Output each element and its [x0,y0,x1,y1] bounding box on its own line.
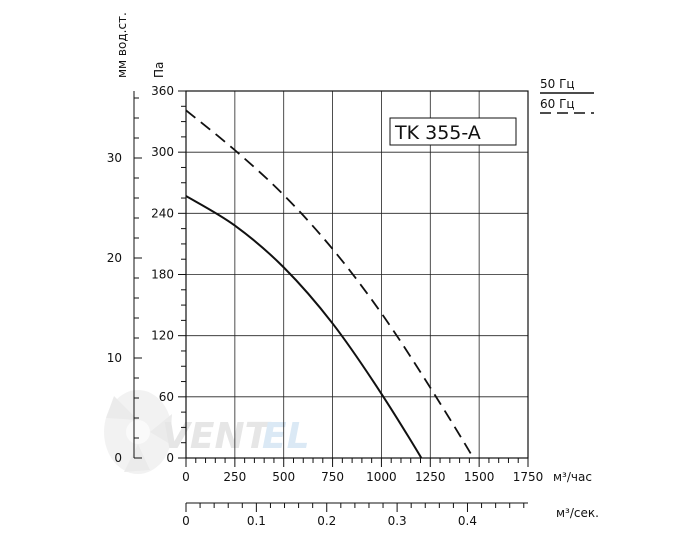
watermark-text-a: VENT [162,416,272,457]
y-tick-label: 360 [151,84,174,98]
y2-tick-label: 30 [107,151,122,165]
y-tick-label: 300 [151,145,174,159]
y-tick-label: 0 [166,451,174,465]
x2-tick-label: 0 [182,514,190,528]
x-tick-label: 750 [321,470,344,484]
watermark-text-b: EL [262,416,310,457]
y-primary-unit: Па [152,62,166,78]
x-tick-label: 1750 [513,470,544,484]
x-tick-label: 250 [223,470,246,484]
x-axis-primary: 0 250 500 750 1000 1250 1500 1750 [182,458,543,484]
legend-label-50hz: 50 Гц [540,77,575,91]
fan-logo-icon [104,390,172,474]
y-tick-label: 240 [151,206,174,220]
legend-label-60hz: 60 Гц [540,97,575,111]
x2-tick-label: 0.1 [247,514,266,528]
x-primary-unit: м³/час [553,470,592,484]
x-tick-label: 1250 [415,470,446,484]
x-tick-label: 0 [182,470,190,484]
x-tick-label: 1500 [464,470,495,484]
chart-grid [186,91,528,458]
x-tick-label: 500 [272,470,295,484]
model-label-box: TK 355-A [389,117,517,146]
y2-tick-label: 20 [107,251,122,265]
x-axis-secondary: 0 0.1 0.2 0.3 0.4 [182,502,528,528]
x2-tick-label: 0.3 [388,514,407,528]
legend: 50 Гц 60 Гц [540,77,594,114]
y-secondary-unit: мм вод.ст. [115,12,129,78]
y2-tick-label: 10 [107,351,122,365]
x2-tick-label: 0.4 [458,514,477,528]
chart-title: TK 355-A [394,122,481,144]
y-axis-secondary: 0 10 20 30 [107,91,142,465]
series-line-60hz [186,109,475,458]
y-axis-primary: 0 60 120 180 240 300 360 [151,84,186,465]
x-tick-label: 1000 [366,470,397,484]
y-tick-label: 60 [159,390,174,404]
x-secondary-unit: м³/сек. [556,506,599,520]
watermark: VENT EL [104,390,310,474]
series-curves [186,109,475,458]
series-line-50hz [186,195,423,458]
y-tick-label: 120 [151,329,174,343]
x2-tick-label: 0.2 [317,514,336,528]
y2-tick-label: 0 [114,451,122,465]
y-tick-label: 180 [151,268,174,282]
